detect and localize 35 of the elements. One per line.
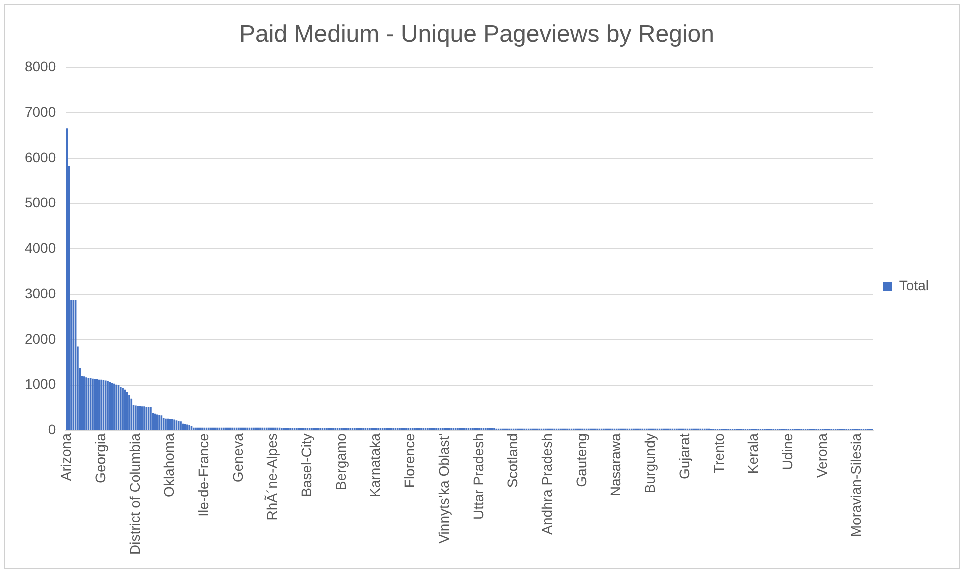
legend-label: Total xyxy=(899,277,930,294)
x-tick-label: Trento xyxy=(710,433,727,474)
x-tick-label: Oklahoma xyxy=(161,433,178,498)
x-tick-label: Basel-City xyxy=(298,434,315,498)
x-tick-label: Georgia xyxy=(92,433,108,484)
x-tick-label: Andhra Pradesh xyxy=(539,434,556,535)
x-tick-label: Gujarat xyxy=(676,434,692,480)
x-tick-label: Uttar Pradesh xyxy=(470,434,486,520)
y-tick-label: 2000 xyxy=(24,330,56,347)
x-tick-label: Vinnyts'ka Oblast' xyxy=(436,434,452,544)
y-tick-label: 7000 xyxy=(24,104,56,120)
x-tick-label: Ile-de-France xyxy=(195,433,212,517)
x-tick-label: Kerala xyxy=(745,433,762,474)
x-tick-label: Arizona xyxy=(58,433,74,482)
x-tick-label: Burgundy xyxy=(642,434,658,494)
x-tick-label: Florence xyxy=(402,433,418,488)
x-tick-label: Gauteng xyxy=(573,434,590,488)
y-tick-label: 5000 xyxy=(24,194,56,211)
x-tick-label: Nasarawa xyxy=(608,433,624,497)
x-tick-label: Geneva xyxy=(230,433,246,483)
y-tick-label: 4000 xyxy=(24,240,56,256)
x-tick-label: RhÃ´ne-Alpes xyxy=(264,434,280,521)
x-tick-label: Moravian-Silesia xyxy=(848,433,864,538)
y-tick-label: 8000 xyxy=(24,58,56,75)
y-tick-label: 3000 xyxy=(24,285,56,302)
x-tick-label: Bergamo xyxy=(332,433,349,490)
x-tick-label: Udine xyxy=(779,433,796,470)
y-tick-label: 1000 xyxy=(24,376,56,392)
x-tick-label: Verona xyxy=(814,433,830,478)
x-tick-label: Karnataka xyxy=(367,433,384,498)
chart-title: Paid Medium - Unique Pageviews by Region xyxy=(240,21,714,48)
y-tick-label: 6000 xyxy=(24,149,56,166)
x-tick-label: Scotland xyxy=(504,434,521,488)
x-tick-label: District of Columbia xyxy=(126,433,143,556)
y-tick-label: 0 xyxy=(48,421,56,438)
